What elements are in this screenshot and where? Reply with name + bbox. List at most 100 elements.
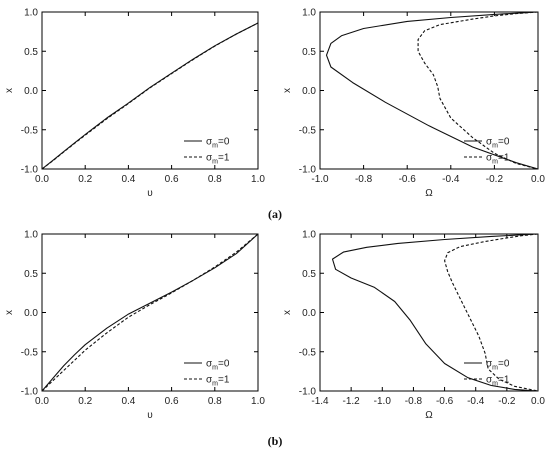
legend-symbol: σ — [206, 153, 213, 164]
legend-entry: σm=1 — [206, 153, 230, 166]
y-tick-label: -0.5 — [21, 125, 39, 136]
y-tick-label: -1.0 — [21, 165, 39, 176]
legend-value: =0 — [498, 137, 510, 148]
legend-symbol: σ — [206, 359, 213, 370]
chart-panel-b-left: 0.0 0.2 0.4 0.6 0.8 1.0-1.0-0.50.00.51.0υxσm=… — [4, 230, 265, 422]
x-axis-label: υ — [147, 410, 152, 421]
legend-subscript: m — [492, 381, 498, 388]
y-axis-label: x — [4, 88, 15, 93]
y-tick-label: 0.5 — [302, 47, 316, 58]
x-tick-label: -0.8 — [405, 396, 423, 407]
y-tick-label: 0.0 — [302, 308, 316, 319]
legend-entry: σm=1 — [486, 375, 510, 388]
chart-panel-a-left: 0.0 0.2 0.4 0.6 0.8 1.0-1.0-0.50.00.51.0υxσm=… — [4, 8, 265, 200]
legend-symbol: σ — [206, 137, 213, 148]
y-tick-label: 1.0 — [302, 230, 316, 241]
x-tick-label: -0.2 — [498, 396, 516, 407]
legend-symbol: σ — [206, 375, 213, 386]
series-line-sigma-m-1 — [444, 233, 539, 392]
x-axis-label: Ω — [425, 410, 433, 421]
y-tick-label: -1.0 — [21, 387, 39, 398]
legend-symbol: σ — [486, 359, 493, 370]
x-tick-label: -0.4 — [467, 396, 485, 407]
x-tick-label: -1.0 — [374, 396, 392, 407]
x-tick-label: 0.2 — [78, 174, 92, 185]
legend-entry: σm=0 — [206, 359, 230, 372]
x-tick-label: -0.6 — [399, 174, 417, 185]
legend-symbol: σ — [486, 153, 493, 164]
x-tick-label: -0.2 — [486, 174, 504, 185]
x-axis-label: Ω — [425, 188, 433, 199]
legend-value: =1 — [218, 375, 230, 386]
x-tick-label: 1.0 — [251, 396, 265, 407]
x-axis-label: υ — [147, 188, 152, 199]
x-tick-label: -1.2 — [343, 396, 361, 407]
y-tick-label: -0.5 — [299, 125, 317, 136]
legend-subscript: m — [492, 159, 498, 166]
y-tick-label: -1.0 — [299, 165, 317, 176]
caption-b: (b) — [268, 434, 283, 448]
x-tick-label: 0.4 — [121, 396, 135, 407]
y-tick-label: 0.5 — [24, 269, 38, 280]
chart-panel-b-right: -1.4 -1.2 -1.0 -0.8 -0.6 -0.4 -0.2 0.0 -1.0 -0.5 0… — [282, 230, 545, 422]
y-axis-label: x — [282, 310, 293, 315]
x-tick-label: 0.6 — [165, 396, 179, 407]
y-tick-label: -0.5 — [299, 347, 317, 358]
y-tick-label: 1.0 — [24, 8, 38, 19]
series-line-sigma-m-1 — [41, 22, 259, 170]
legend: σm=0σm=1 — [184, 137, 230, 166]
legend-value: =0 — [218, 359, 230, 370]
x-tick-label: -0.4 — [442, 174, 460, 185]
x-tick-label: -1.0 — [311, 174, 329, 185]
x-tick-label: 0.0 — [35, 174, 49, 185]
y-tick-label: 0.5 — [302, 269, 316, 280]
legend: σm=0σm=1 — [464, 137, 510, 166]
series-line-sigma-m-1 — [417, 11, 539, 170]
series-line-sigma-m-0 — [41, 233, 259, 392]
y-tick-label: -1.0 — [299, 387, 317, 398]
legend-value: =1 — [498, 375, 510, 386]
x-tick-label: 0.8 — [208, 396, 222, 407]
y-tick-label: -0.5 — [21, 347, 39, 358]
x-tick-label: 0.4 — [121, 174, 135, 185]
y-tick-label: 0.5 — [24, 47, 38, 58]
legend: σm=0σm=1 — [464, 359, 510, 388]
legend-value: =0 — [218, 137, 230, 148]
chart-panel-a-right: -1.0 -0.8 -0.6 -0.4 -0.2 0.0 -1.0 -0.5 0.0 0.5 1.0… — [282, 8, 545, 200]
x-tick-label: -0.8 — [355, 174, 373, 185]
legend-entry: σm=0 — [206, 137, 230, 150]
legend-subscript: m — [212, 365, 218, 372]
legend-subscript: m — [492, 365, 498, 372]
legend-value: =1 — [498, 153, 510, 164]
series-line-sigma-m-0 — [325, 11, 539, 170]
y-tick-label: 0.0 — [24, 308, 38, 319]
x-tick-label: 0.8 — [208, 174, 222, 185]
x-tick-label: 0.0 — [531, 174, 545, 185]
x-tick-label: 1.0 — [251, 174, 265, 185]
caption-a: (a) — [268, 207, 282, 221]
y-tick-label: 0.0 — [24, 86, 38, 97]
legend-subscript: m — [492, 143, 498, 150]
x-tick-label: 0.0 — [531, 396, 545, 407]
x-tick-label: -0.6 — [436, 396, 454, 407]
legend-subscript: m — [212, 159, 218, 166]
y-tick-label: 0.0 — [302, 86, 316, 97]
x-tick-label: 0.0 — [35, 396, 49, 407]
legend-subscript: m — [212, 143, 218, 150]
legend-symbol: σ — [486, 137, 493, 148]
legend-entry: σm=0 — [486, 137, 510, 150]
legend-entry: σm=1 — [206, 375, 230, 388]
y-axis-label: x — [4, 310, 15, 315]
y-tick-label: 1.0 — [302, 8, 316, 19]
chart-panels: 0.0 0.2 0.4 0.6 0.8 1.0-1.0-0.50.00.51.0υxσm=… — [4, 8, 545, 422]
legend-entry: σm=0 — [486, 359, 510, 372]
y-tick-label: 1.0 — [24, 230, 38, 241]
y-axis-label: x — [282, 88, 293, 93]
legend-subscript: m — [212, 381, 218, 388]
legend-value: =1 — [218, 153, 230, 164]
x-tick-label: 0.6 — [165, 174, 179, 185]
x-tick-label: -1.4 — [311, 396, 329, 407]
legend: σm=0σm=1 — [184, 359, 230, 388]
legend-symbol: σ — [486, 375, 493, 386]
